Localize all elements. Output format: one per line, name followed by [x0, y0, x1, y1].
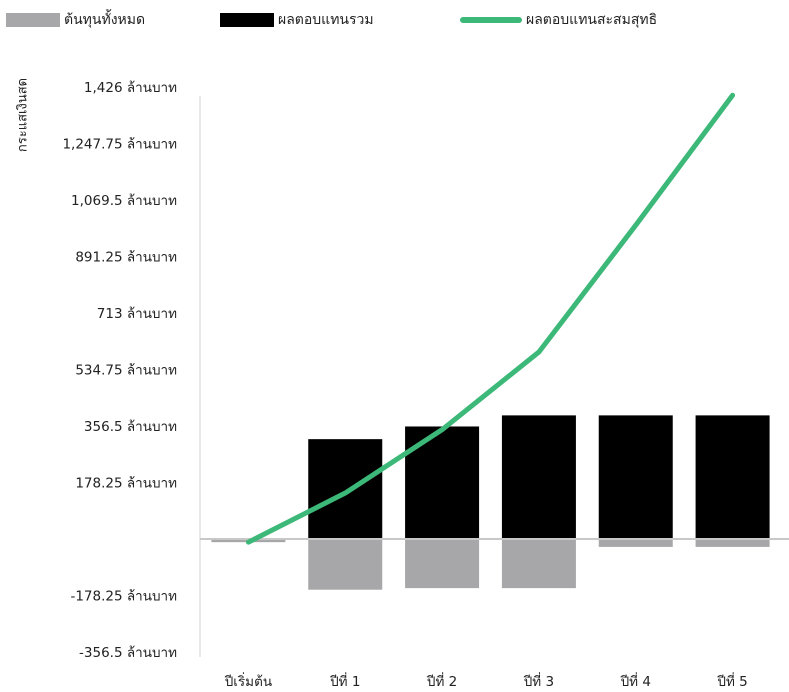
y-tick-label: 178.25 ล้านบาท [75, 476, 177, 492]
x-tick-label: ปีเริ่มต้น [224, 672, 272, 690]
y-tick-label: 713 ล้านบาท [97, 306, 177, 322]
bar-total-return [598, 415, 673, 539]
x-tick-label: ปีที่ 4 [620, 672, 651, 690]
y-tick-label: 534.75 ล้านบาท [75, 363, 177, 379]
legend-label-total-cost: ต้นทุนทั้งหมด [64, 12, 146, 28]
bar-total-cost [308, 539, 383, 590]
bar-total-return [308, 439, 383, 539]
y-tick-label: 356.5 ล้านบาท [84, 419, 177, 435]
y-tick-label: 1,247.75 ล้านบาท [62, 137, 177, 153]
x-tick-label: ปีที่ 2 [426, 672, 457, 690]
chart-legend: ต้นทุนทั้งหมด ผลตอบแทนรวม ผลตอบแทนสะสมสุ… [0, 8, 789, 32]
bar-total-cost [598, 539, 673, 547]
legend-item-total-cost: ต้นทุนทั้งหมด [6, 8, 145, 32]
y-tick-label: 891.25 ล้านบาท [75, 250, 177, 266]
legend-swatch-net-cumulative-return [460, 17, 522, 23]
line-net-cumulative-return [245, 92, 736, 545]
legend-item-net-cumulative-return: ผลตอบแทนสะสมสุทธิ [460, 8, 657, 32]
legend-swatch-total-cost [6, 13, 60, 27]
legend-item-total-return: ผลตอบแทนรวม [220, 8, 374, 32]
x-tick-label: ปีที่ 3 [523, 672, 554, 690]
legend-swatch-total-return [220, 13, 274, 27]
bar-total-return [405, 426, 480, 539]
bar-total-cost [501, 539, 576, 589]
x-tick-label: ปีที่ 1 [329, 672, 360, 690]
y-tick-label: 1,426 ล้านบาท [84, 80, 177, 96]
y-tick-label: -178.25 ล้านบาท [70, 589, 177, 605]
bar-total-return [695, 415, 770, 539]
bar-total-return [501, 415, 576, 539]
y-tick-label: 1,069.5 ล้านบาท [71, 193, 177, 209]
y-tick-label: -356.5 ล้านบาท [79, 645, 177, 661]
legend-label-net-cumulative-return: ผลตอบแทนสะสมสุทธิ [526, 12, 658, 28]
legend-label-total-return: ผลตอบแทนรวม [278, 12, 374, 28]
bar-total-cost [695, 539, 770, 547]
bar-total-cost [405, 539, 480, 589]
x-tick-label: ปีที่ 5 [717, 672, 748, 690]
